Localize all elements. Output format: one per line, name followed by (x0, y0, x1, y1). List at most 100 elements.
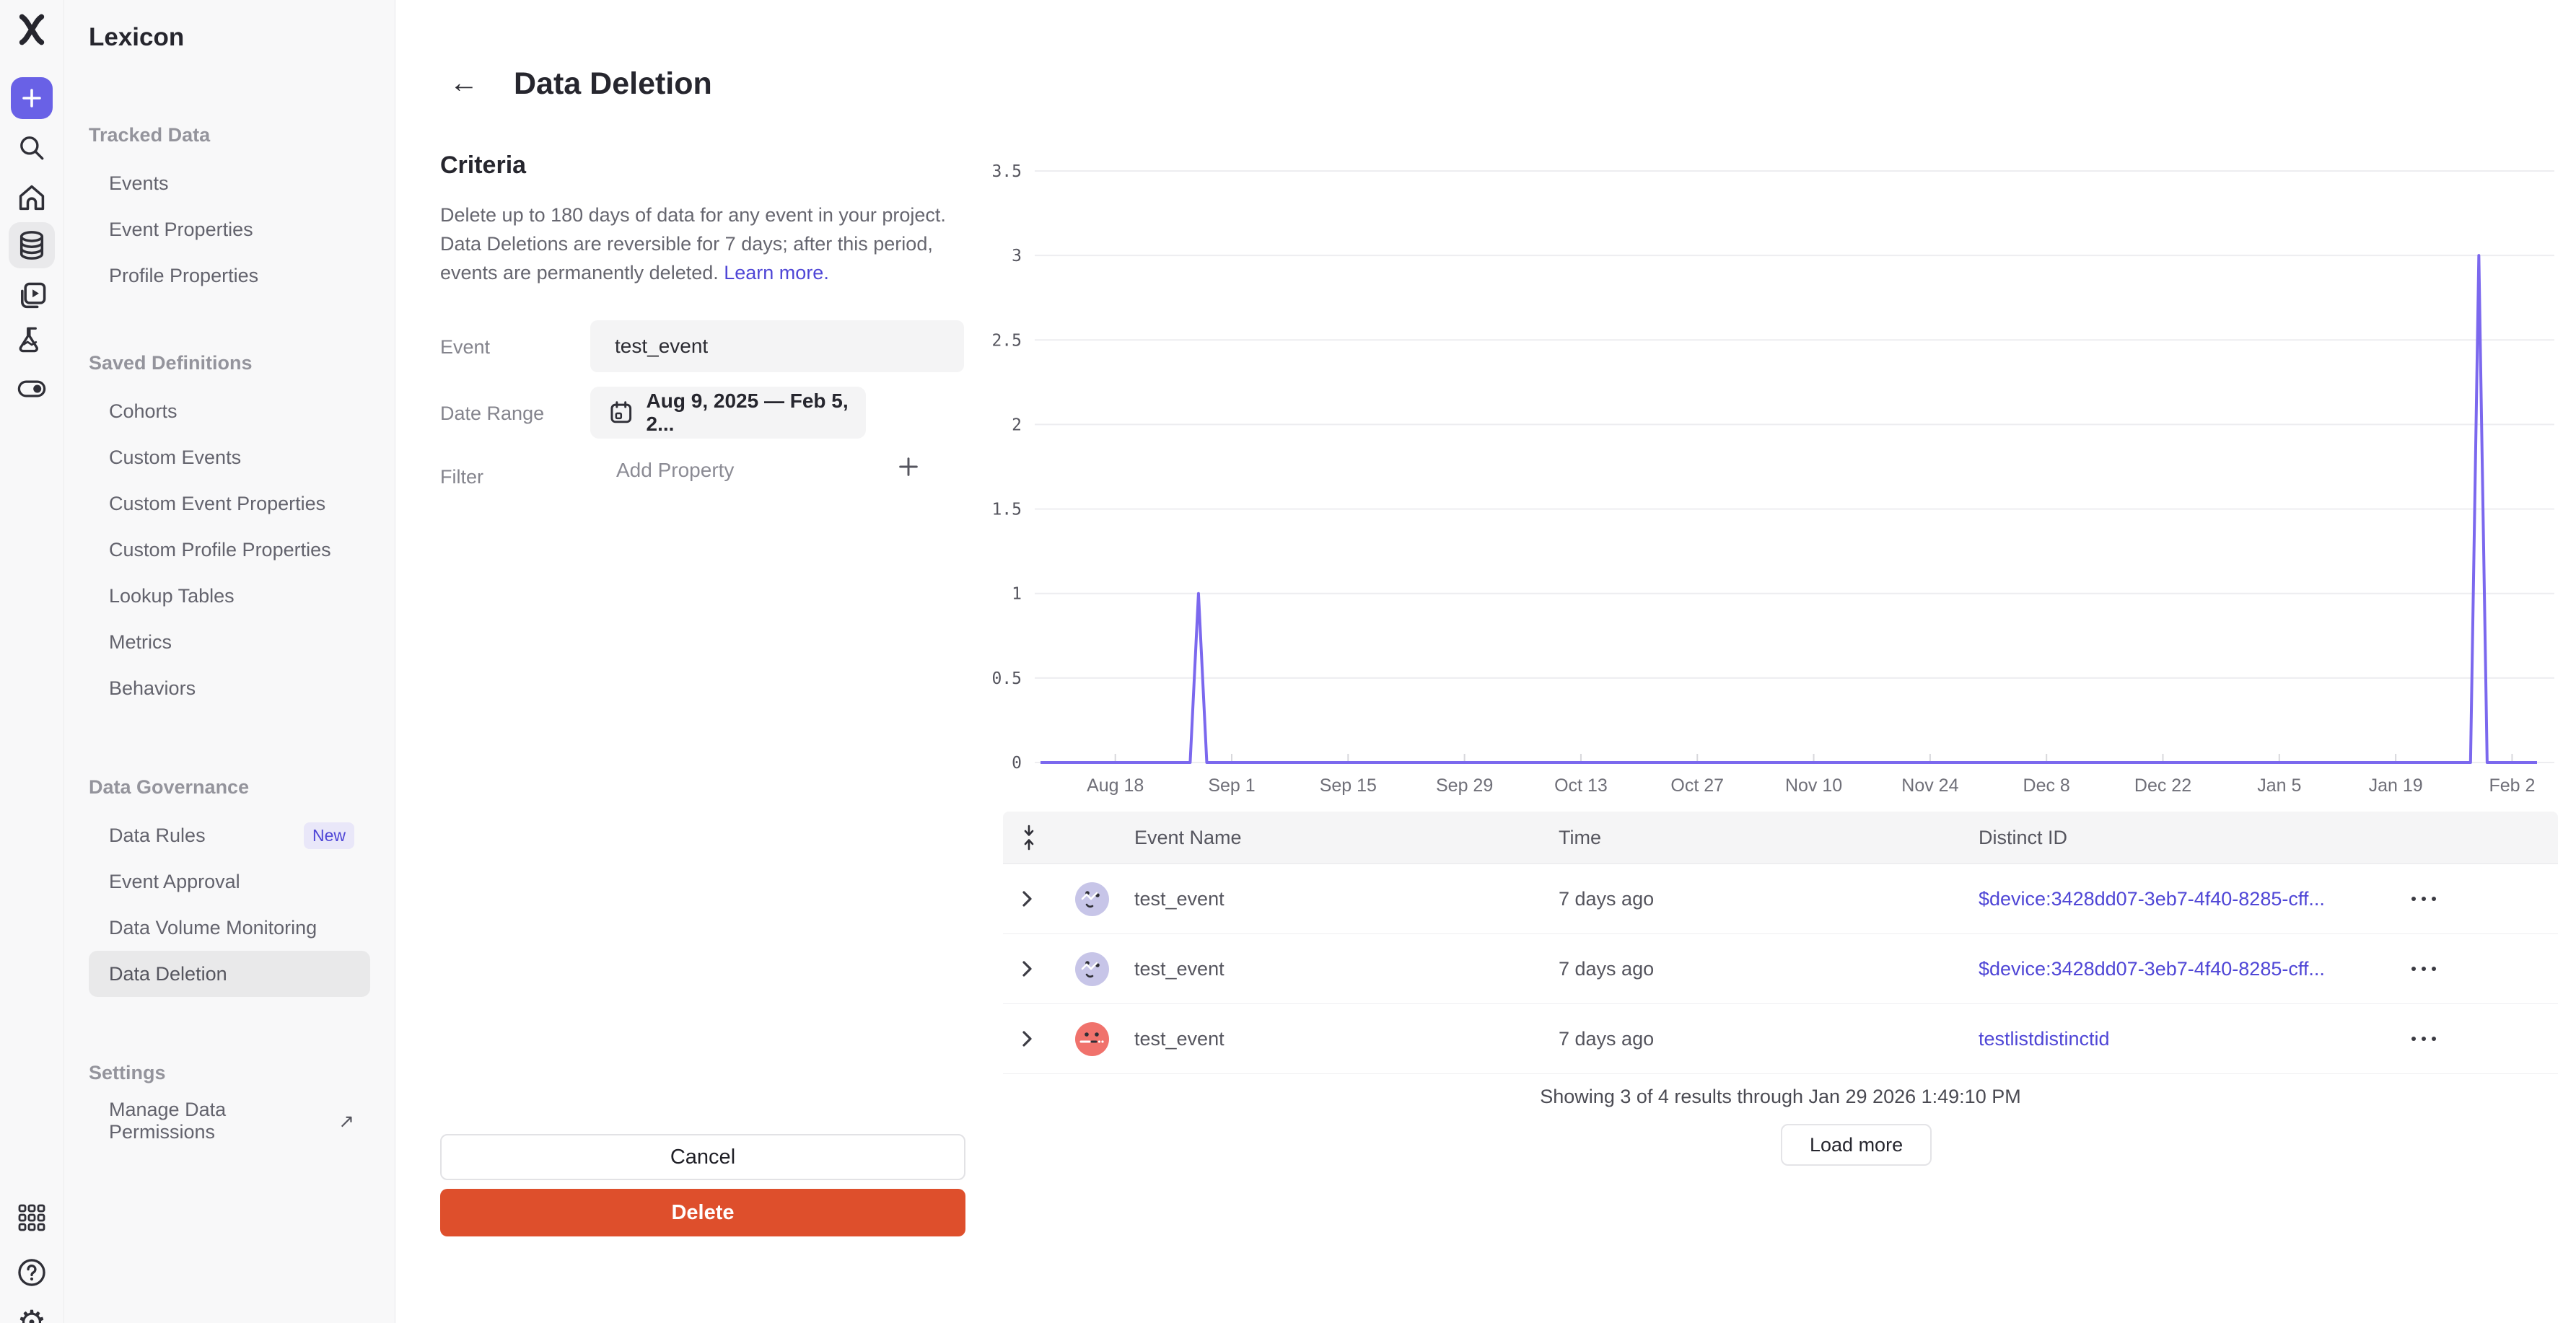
mixpanel-logo-icon[interactable] (14, 12, 50, 48)
table-row[interactable]: test_event 7 days ago $device:3428dd07-3… (1003, 934, 2558, 1004)
icon-rail: ⚙ (0, 0, 64, 1323)
sidebar-item-cohorts[interactable]: Cohorts (109, 400, 178, 422)
row-menu-icon[interactable] (2411, 864, 2436, 933)
svg-text:0: 0 (1012, 754, 1022, 773)
create-new-button[interactable] (11, 77, 53, 119)
flask-icon[interactable] (17, 325, 47, 355)
column-time[interactable]: Time (1559, 826, 1601, 848)
new-badge: New (303, 822, 354, 849)
svg-text:3.5: 3.5 (991, 162, 1022, 181)
svg-text:Jan 19: Jan 19 (2369, 775, 2423, 796)
results-table: Event Name Time Distinct ID test_event 7… (1003, 812, 2558, 1074)
sidebar-item-event-properties[interactable]: Event Properties (109, 218, 253, 240)
svg-text:Nov 24: Nov 24 (1901, 775, 1958, 796)
results-summary: Showing 3 of 4 results through Jan 29 20… (1540, 1086, 2021, 1107)
row-expand-chevron-icon[interactable] (1016, 1004, 1038, 1073)
distinct-id-cell[interactable]: testlistdistinctid (1979, 1027, 2110, 1050)
main-content: ← Data Deletion Criteria Delete up to 18… (395, 0, 2576, 1323)
svg-text:Feb 2: Feb 2 (2489, 775, 2535, 796)
svg-text:Jan 5: Jan 5 (2257, 775, 2301, 796)
section-tracked-data: Tracked Data (89, 124, 211, 146)
calendar-icon (610, 401, 632, 423)
page-title: Data Deletion (514, 66, 712, 101)
date-range-button[interactable]: Aug 9, 2025 — Feb 5, 2... (590, 387, 866, 439)
apps-grid-icon[interactable] (17, 1203, 46, 1232)
sidebar-item-event-approval[interactable]: Event Approval (109, 870, 240, 892)
section-saved-definitions: Saved Definitions (89, 352, 253, 374)
distinct-id-cell[interactable]: $device:3428dd07-3eb7-4f40-8285-cff... (1979, 887, 2325, 910)
svg-text:1.5: 1.5 (991, 501, 1022, 519)
distinct-id-cell[interactable]: $device:3428dd07-3eb7-4f40-8285-cff... (1979, 957, 2325, 980)
svg-text:Oct 13: Oct 13 (1554, 775, 1608, 796)
search-icon[interactable] (17, 133, 47, 163)
sidebar-item-events[interactable]: Events (109, 172, 169, 194)
svg-text:Dec 8: Dec 8 (2023, 775, 2070, 796)
sidebar-item-data-rules[interactable]: Data Rules New (89, 812, 370, 858)
add-property-field[interactable]: Add Property (616, 459, 735, 481)
column-event-name[interactable]: Event Name (1134, 826, 1242, 848)
sidebar-item-custom-profile-properties[interactable]: Custom Profile Properties (109, 538, 331, 561)
row-expand-chevron-icon[interactable] (1016, 934, 1038, 1003)
sidebar-title: Lexicon (89, 23, 185, 51)
svg-text:2.5: 2.5 (991, 331, 1022, 350)
event-input[interactable]: test_event (590, 320, 964, 372)
arrow-left-icon: ← (450, 66, 478, 99)
criteria-description: Delete up to 180 days of data for any ev… (440, 204, 946, 284)
section-settings: Settings (89, 1062, 166, 1084)
svg-text:0.5: 0.5 (991, 669, 1022, 688)
help-icon[interactable] (16, 1257, 48, 1288)
svg-text:Nov 10: Nov 10 (1785, 775, 1842, 796)
feature-flags-toggle-icon[interactable] (16, 377, 48, 401)
time-cell: 7 days ago (1559, 957, 1655, 980)
sidebar-item-data-deletion[interactable]: Data Deletion (89, 951, 370, 997)
gear-icon[interactable]: ⚙ (17, 1304, 47, 1323)
cancel-button[interactable]: Cancel (440, 1134, 965, 1180)
row-menu-icon[interactable] (2411, 934, 2436, 1003)
back-button[interactable]: ← (443, 62, 485, 104)
learn-more-link[interactable]: Learn more. (724, 262, 829, 284)
time-cell: 7 days ago (1559, 1027, 1655, 1050)
event-name-cell: test_event (1134, 887, 1225, 910)
table-row[interactable]: test_event 7 days ago $device:3428dd07-3… (1003, 864, 2558, 934)
row-menu-icon[interactable] (2411, 1004, 2436, 1073)
sidebar-item-data-volume-monitoring[interactable]: Data Volume Monitoring (109, 916, 317, 939)
svg-text:3: 3 (1012, 247, 1022, 265)
svg-text:Dec 22: Dec 22 (2134, 775, 2191, 796)
sidebar-item-custom-event-properties[interactable]: Custom Event Properties (109, 492, 326, 514)
expand-rows-icon[interactable] (1016, 812, 1042, 863)
svg-text:1: 1 (1012, 585, 1022, 604)
sidebar-item-lookup-tables[interactable]: Lookup Tables (109, 584, 235, 607)
plus-icon (11, 77, 53, 119)
row-expand-chevron-icon[interactable] (1016, 864, 1038, 933)
event-label: Event (440, 336, 491, 358)
delete-button[interactable]: Delete (440, 1189, 965, 1236)
sidebar-item-profile-properties[interactable]: Profile Properties (109, 264, 259, 286)
lexicon-nav-tile[interactable] (9, 222, 55, 268)
svg-text:Sep 15: Sep 15 (1320, 775, 1377, 796)
sidebar: Lexicon Tracked Data Events Event Proper… (64, 0, 395, 1323)
sidebar-item-behaviors[interactable]: Behaviors (109, 677, 196, 699)
table-row[interactable]: test_event 7 days ago testlistdistinctid (1003, 1004, 2558, 1074)
event-avatar (1075, 934, 1109, 1003)
section-data-governance: Data Governance (89, 776, 250, 798)
event-avatar (1075, 1004, 1109, 1073)
column-distinct-id[interactable]: Distinct ID (1979, 826, 2068, 848)
event-volume-chart: 0 0.5 1 1.5 2 2.5 3 3.5 Aug 18 Sep 1 Sep 15 Sep 29 O… (989, 148, 2569, 801)
add-filter-plus-icon[interactable] (896, 454, 921, 483)
database-icon (19, 231, 44, 260)
home-icon[interactable] (16, 182, 48, 214)
event-name-cell: test_event (1134, 1027, 1225, 1050)
time-cell: 7 days ago (1559, 887, 1655, 910)
svg-text:Sep 1: Sep 1 (1208, 775, 1255, 796)
sidebar-item-metrics[interactable]: Metrics (109, 630, 172, 653)
sidebar-item-manage-data-permissions[interactable]: Manage Data Permissions ↗ (109, 1099, 354, 1143)
event-avatar (1075, 864, 1109, 933)
boards-icon[interactable] (16, 280, 48, 312)
svg-text:Oct 27: Oct 27 (1670, 775, 1724, 796)
sidebar-item-custom-events[interactable]: Custom Events (109, 446, 242, 468)
filter-label: Filter (440, 466, 483, 488)
svg-text:Sep 29: Sep 29 (1436, 775, 1493, 796)
event-name-cell: test_event (1134, 957, 1225, 980)
load-more-button[interactable]: Load more (1781, 1124, 1932, 1166)
